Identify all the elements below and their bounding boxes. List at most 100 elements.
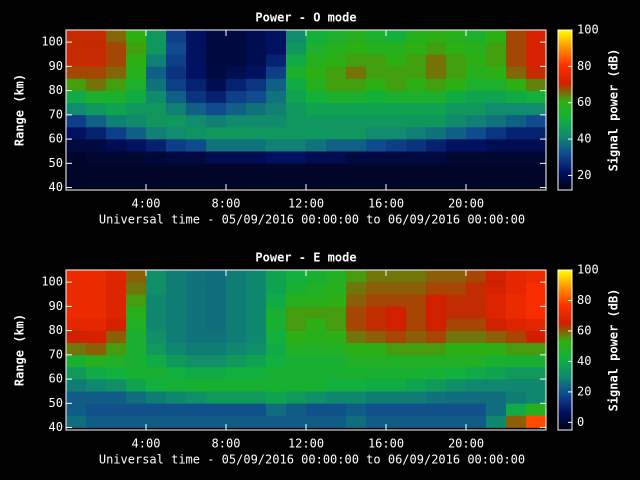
cell [206, 282, 227, 295]
cell [326, 391, 347, 404]
cell [166, 391, 187, 404]
cell [286, 330, 307, 344]
cell [166, 126, 187, 140]
cell [126, 163, 147, 176]
y-tick-label: 50 [49, 396, 63, 410]
cell [526, 403, 547, 416]
cell [326, 114, 347, 128]
cell [226, 42, 247, 55]
cell [266, 354, 287, 368]
cell [526, 30, 547, 43]
cell [386, 30, 407, 43]
cell [186, 270, 207, 283]
cell [366, 330, 387, 344]
colorbar-tick-label: 40 [577, 132, 591, 146]
cell [526, 294, 547, 307]
cell [246, 139, 267, 152]
cell [526, 126, 547, 140]
cell [446, 318, 467, 331]
cell [106, 42, 127, 55]
cell [146, 151, 167, 164]
cell [86, 282, 107, 295]
cell [486, 66, 507, 79]
cell [66, 379, 87, 392]
cell [446, 282, 467, 295]
cell [526, 318, 547, 331]
cell [486, 379, 507, 392]
cell [66, 391, 87, 404]
cell [266, 30, 287, 43]
cell [146, 366, 167, 380]
cell [126, 151, 147, 164]
cell [186, 318, 207, 331]
cell [306, 114, 327, 128]
cell [386, 270, 407, 283]
cell [346, 78, 367, 91]
cell [306, 151, 327, 164]
cell [66, 163, 87, 176]
cell [486, 30, 507, 43]
cell [246, 270, 267, 283]
cell [386, 126, 407, 140]
cell [446, 126, 467, 140]
cell [146, 139, 167, 152]
cell [326, 78, 347, 91]
cell [226, 415, 247, 428]
cell [466, 306, 487, 319]
cell [326, 379, 347, 392]
y-axis-label: Range (km) [13, 314, 27, 386]
cell [326, 163, 347, 176]
cell [286, 151, 307, 164]
cell [506, 102, 527, 116]
cell [406, 102, 427, 116]
cell [506, 366, 527, 380]
cell [86, 270, 107, 283]
cell [286, 342, 307, 356]
cell [486, 318, 507, 331]
cell [406, 294, 427, 307]
cell [266, 282, 287, 295]
cell [66, 282, 87, 295]
cell [266, 306, 287, 319]
cell [286, 354, 307, 368]
cell [446, 30, 467, 43]
cell [226, 282, 247, 295]
y-tick-label: 50 [49, 156, 63, 170]
cell [326, 66, 347, 79]
cell [386, 139, 407, 152]
cell [306, 282, 327, 295]
cell [186, 114, 207, 128]
cell [226, 270, 247, 283]
cell [106, 114, 127, 128]
cell [86, 114, 107, 128]
cell [486, 342, 507, 356]
cell [486, 175, 507, 188]
cell [146, 306, 167, 319]
cell [166, 139, 187, 152]
cell [446, 139, 467, 152]
cell [206, 102, 227, 116]
cell [106, 126, 127, 140]
cell [366, 30, 387, 43]
cell [446, 342, 467, 356]
cell [366, 90, 387, 104]
cell [166, 54, 187, 67]
cell [106, 294, 127, 307]
cell [486, 282, 507, 295]
cell [246, 30, 267, 43]
cell [166, 403, 187, 416]
cell [226, 151, 247, 164]
cell [466, 151, 487, 164]
colorbar-tick-label: 80 [577, 293, 591, 307]
cell [246, 163, 267, 176]
cell [486, 90, 507, 104]
cell [366, 366, 387, 380]
cell [406, 139, 427, 152]
cell [386, 163, 407, 176]
cell [286, 403, 307, 416]
cell [326, 102, 347, 116]
x-tick-label: 4:00 [132, 437, 161, 451]
cell [466, 163, 487, 176]
cell [106, 102, 127, 116]
cell [146, 282, 167, 295]
